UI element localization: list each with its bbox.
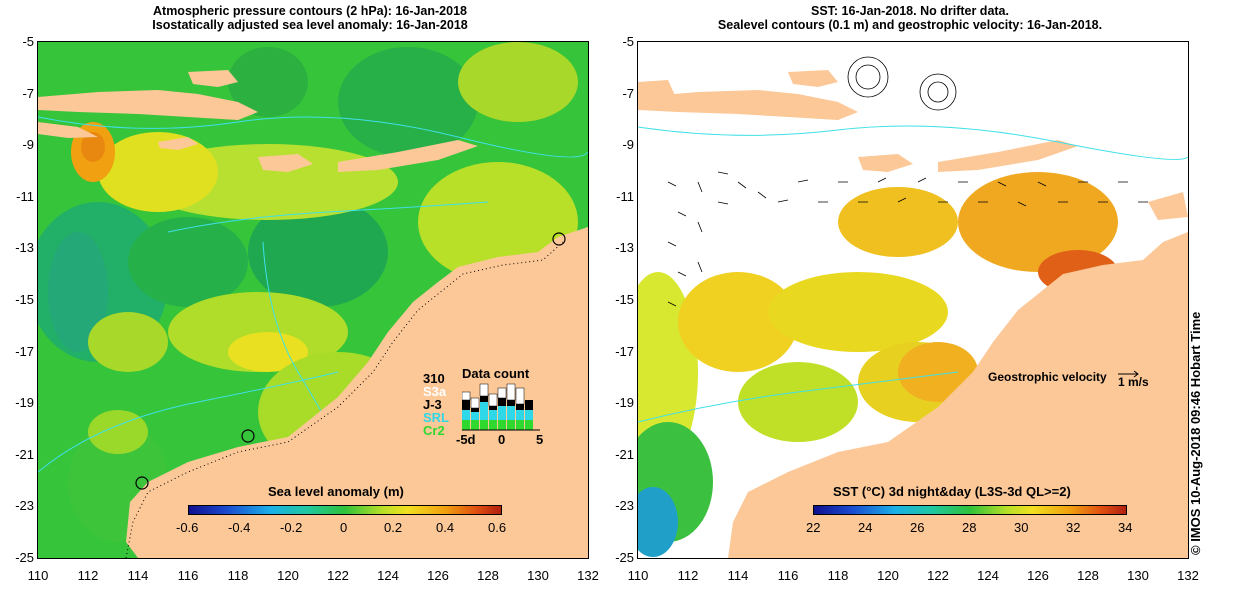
sla-colorbar-label: Sea level anomaly (m) xyxy=(268,484,404,499)
data-count-bars xyxy=(462,383,540,431)
y-tick-label: -9 xyxy=(622,137,634,153)
data-count-series-s3a: S3a xyxy=(423,384,447,399)
sla-colorbar-tick: -0.4 xyxy=(228,520,251,535)
sst-colorbar xyxy=(813,505,1127,515)
data-count-axis-tick-5: 5 xyxy=(536,432,544,447)
y-tick-label: -11 xyxy=(616,188,634,204)
y-tick-label: -17 xyxy=(615,343,634,359)
y-tick-label: -19 xyxy=(15,395,34,411)
y-tick-label: -23 xyxy=(15,498,34,514)
y-tick-label: -23 xyxy=(615,498,634,514)
y-tick-label: -21 xyxy=(615,446,634,462)
left-title-line2: Isostatically adjusted sea level anomaly… xyxy=(152,18,468,32)
x-tick-label: 120 xyxy=(277,568,299,583)
x-tick-label: 116 xyxy=(177,568,199,583)
data-count-bar-stack xyxy=(462,383,533,430)
sla-colorbar-tick: 0.6 xyxy=(488,520,507,535)
sla-colorbar xyxy=(188,505,502,515)
y-tick-label: -15 xyxy=(15,292,34,307)
x-tick-label: 128 xyxy=(477,568,499,583)
y-tick-label: -5 xyxy=(622,34,634,49)
sla-colorbar-tick: -0.2 xyxy=(280,520,303,535)
sst-colorbar-tick: 26 xyxy=(910,520,925,535)
x-tick-label: 132 xyxy=(1177,568,1199,583)
data-count-axis-tick-neg5d: -5d xyxy=(456,432,476,447)
y-tick-label: -13 xyxy=(615,240,634,256)
x-tick-label: 126 xyxy=(427,568,449,583)
y-tick-label: -25 xyxy=(15,550,34,565)
x-tick-label: 124 xyxy=(977,568,999,583)
x-tick-label: 122 xyxy=(327,568,349,583)
sst-colorbar-tick: 28 xyxy=(962,520,977,535)
imos-credit: © IMOS 10-Aug-2018 09:46 Hobart Time xyxy=(1188,311,1203,555)
x-tick-label: 132 xyxy=(577,568,599,583)
x-tick-label: 118 xyxy=(227,568,249,583)
sst-colorbar-tick: 24 xyxy=(858,520,873,535)
data-count-axis-tick-0: 0 xyxy=(498,432,506,447)
x-tick-label: 130 xyxy=(527,568,549,583)
x-tick-label: 114 xyxy=(727,568,749,583)
x-tick-label: 118 xyxy=(827,568,849,583)
y-tick-label: -13 xyxy=(15,240,34,256)
sst-colorbar-tick: 30 xyxy=(1014,520,1029,535)
y-tick-label: -21 xyxy=(15,446,34,462)
x-tick-label: 114 xyxy=(127,568,149,583)
y-tick-label: -9 xyxy=(22,137,34,153)
data-count-series-srl: SRL xyxy=(423,410,449,425)
left-title-line1: Atmospheric pressure contours (2 hPa): 1… xyxy=(153,4,467,18)
sst-velocity-map[interactable]: Geostrophic velocity 1 m/s SST (°C) 3d n… xyxy=(638,42,1188,558)
y-tick-label: -5 xyxy=(22,34,34,49)
y-tick-label: -19 xyxy=(615,395,634,411)
data-count-title: Data count xyxy=(462,366,530,381)
sst-colorbar-tick: 32 xyxy=(1066,520,1081,535)
x-tick-label: 120 xyxy=(877,568,899,583)
x-tick-label: 122 xyxy=(927,568,949,583)
sla-colorbar-tick: -0.6 xyxy=(176,520,199,535)
x-tick-label: 126 xyxy=(1027,568,1049,583)
velocity-vectors xyxy=(667,56,1148,307)
right-title-line2: Sealevel contours (0.1 m) and geostrophi… xyxy=(717,18,1103,32)
y-tick-label: -7 xyxy=(622,85,634,101)
x-tick-label: 124 xyxy=(377,568,399,583)
x-tick-label: 128 xyxy=(1077,568,1099,583)
data-count-series-cr2: Cr2 xyxy=(423,423,445,438)
y-tick-label: -11 xyxy=(16,188,34,204)
y-tick-label: -15 xyxy=(615,292,634,307)
x-tick-label: 130 xyxy=(1127,568,1149,583)
x-tick-label: 116 xyxy=(777,568,799,583)
sla-colorbar-tick: 0 xyxy=(340,520,348,535)
x-tick-label: 110 xyxy=(27,568,49,583)
data-count-max: 310 xyxy=(423,371,445,386)
x-tick-label: 110 xyxy=(627,568,649,583)
y-tick-label: -7 xyxy=(22,85,34,101)
sea-level-anomaly-field xyxy=(38,42,588,558)
sea-level-anomaly-map[interactable]: Data count 310 S3a J-3 SRL Cr2 xyxy=(38,42,588,558)
velocity-scale-label: 1 m/s xyxy=(1118,375,1149,389)
sst-field xyxy=(638,42,1188,558)
right-title-line1: SST: 16-Jan-2018. No drifter data. xyxy=(811,4,1009,18)
velocity-label: Geostrophic velocity xyxy=(988,370,1107,384)
data-count-series-j3: J-3 xyxy=(423,397,442,412)
sst-colorbar-tick: 22 xyxy=(806,520,821,535)
x-tick-label: 112 xyxy=(677,568,699,583)
sst-colorbar-label: SST (°C) 3d night&day (L3S-3d QL>=2) xyxy=(833,484,1071,499)
y-tick-label: -25 xyxy=(615,550,634,565)
x-tick-label: 112 xyxy=(77,568,99,583)
y-tick-label: -17 xyxy=(15,343,34,359)
sst-colorbar-tick: 34 xyxy=(1118,520,1133,535)
sla-colorbar-tick: 0.2 xyxy=(384,520,403,535)
sla-colorbar-tick: 0.4 xyxy=(436,520,455,535)
